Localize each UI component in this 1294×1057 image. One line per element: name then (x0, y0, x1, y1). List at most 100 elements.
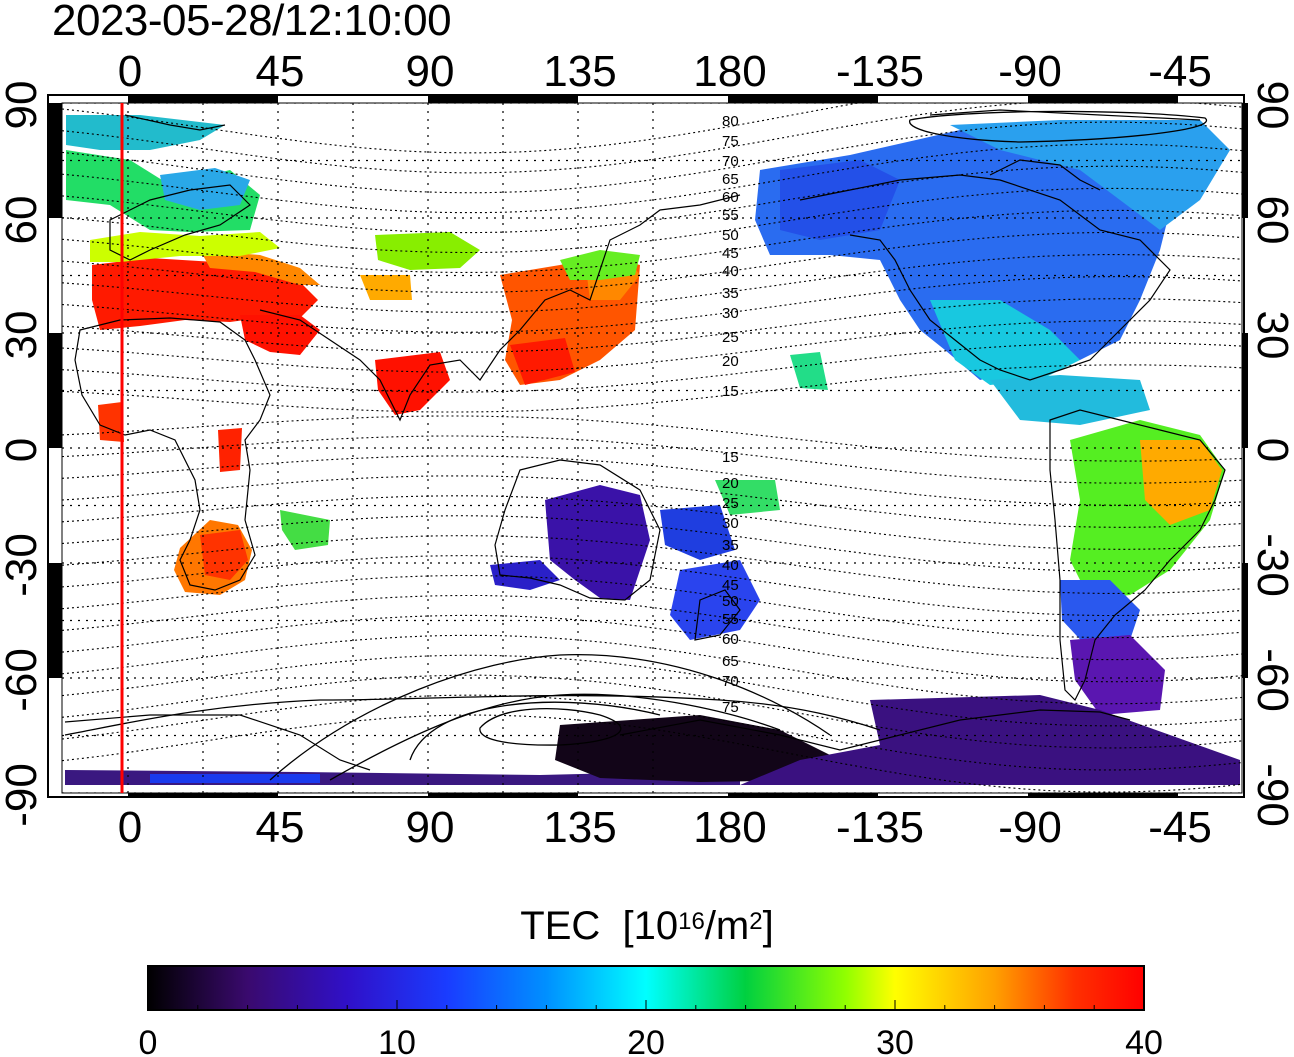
contour-label: 35 (722, 537, 739, 554)
coastlines (64, 109, 1226, 771)
lon-label-bottom: 0 (118, 803, 142, 852)
colorbar-unit-exp: 16 (678, 908, 705, 935)
contour-label: 60 (722, 631, 739, 648)
lon-label-bottom: 90 (406, 803, 455, 852)
lat-label-left: -30 (0, 533, 46, 597)
tec-patch-pacific (660, 505, 735, 560)
tec-patch-pacific-green (715, 480, 780, 515)
colorbar-labels: 0 10 20 30 40 (139, 1024, 1163, 1057)
lat-label-right: -90 (1248, 763, 1294, 827)
lat-label-right: -30 (1248, 533, 1294, 597)
lon-label-top: -45 (1148, 47, 1212, 96)
axis-labels: 0 45 90 135 180 -135 -90 -450 45 90 135 180 -135 -90-… (0, 47, 1294, 852)
contour-label: 75 (722, 133, 739, 150)
contour-label: 20 (722, 475, 739, 492)
lon-label-bottom: 135 (543, 803, 616, 852)
lon-label-top: 0 (118, 47, 142, 96)
lat-label-left: 60 (0, 196, 46, 245)
contour-label: 40 (722, 263, 739, 280)
lat-label-left: -90 (0, 763, 46, 827)
lat-label-right: 0 (1248, 438, 1294, 462)
contour-label: 50 (722, 593, 739, 610)
tec-patch-patagonia (1060, 580, 1140, 650)
tec-patch-central-asia (375, 232, 480, 270)
contour-label: 20 (722, 353, 739, 370)
contour-label: 50 (722, 227, 739, 244)
lon-label-bottom: 45 (256, 803, 305, 852)
contour-label: 65 (722, 653, 739, 670)
contour-label: 35 (722, 285, 739, 302)
colorbar-title: TEC [1016/m2] (0, 902, 1294, 950)
tec-patch-madagascar (280, 510, 330, 550)
colorbar-unit-mid: /m (704, 904, 750, 948)
geomag-contours-solid (64, 110, 1208, 781)
contour-label: 65 (722, 171, 739, 188)
tec-patch-africa-south-core (200, 530, 248, 580)
tec-patch-canada-arctic (950, 120, 1230, 230)
contour-label: 60 (722, 189, 739, 206)
lon-label-top: 135 (543, 47, 616, 96)
lat-label-left: 0 (0, 438, 46, 462)
tec-patch-east-asia-core (510, 338, 575, 385)
lon-label-bottom: -135 (836, 803, 924, 852)
contour-label: 25 (722, 329, 739, 346)
lon-label-top: 180 (693, 47, 766, 96)
tec-patch-europe-yellow (90, 232, 280, 262)
contour-label: 55 (722, 207, 739, 224)
tec-patch-antarctic-black (555, 715, 840, 782)
lon-label-bottom: -45 (1148, 803, 1212, 852)
colorbar-unit-close: ] (762, 904, 774, 948)
lat-label-left: 30 (0, 311, 46, 360)
lon-label-top: 90 (406, 47, 455, 96)
tec-patch-scandinavia (160, 168, 250, 210)
contour-label: 70 (722, 673, 739, 690)
tec-patch-australia (545, 485, 650, 600)
lon-label-bottom: 180 (693, 803, 766, 852)
contour-label: 15 (722, 383, 739, 400)
contour-label: 25 (722, 495, 739, 512)
lat-label-right: -60 (1248, 648, 1294, 712)
lat-label-left: -60 (0, 648, 46, 712)
colorbar-tick-label: 40 (1125, 1024, 1163, 1057)
tec-patch-alaska (780, 160, 900, 240)
tec-patch-new-zealand (670, 560, 760, 640)
contour-label: 45 (722, 245, 739, 262)
tec-patch-us-south (930, 300, 1080, 385)
colorbar-tick-label: 0 (139, 1024, 158, 1057)
tec-patch-east-asia-north (560, 250, 640, 280)
colorbar-tick-label: 20 (627, 1024, 665, 1057)
tec-patch-africa-west (98, 402, 124, 442)
contour-labels: 8075706560555045403530252015152025303540… (722, 113, 739, 716)
contour-label: 75 (722, 699, 739, 716)
colorbar-unit-open: [10 (622, 904, 679, 948)
contour-label: 30 (722, 305, 739, 322)
tec-patch-antarctic-blue (150, 774, 320, 783)
lat-label-right: 90 (1248, 81, 1294, 130)
contour-label: 70 (722, 153, 739, 170)
contour-label: 30 (722, 515, 739, 532)
contour-label: 55 (722, 611, 739, 628)
contour-label: 45 (722, 577, 739, 594)
lat-label-left: 90 (0, 81, 46, 130)
tec-patch-pacific-cyan (790, 352, 828, 390)
contour-label: 80 (722, 113, 739, 130)
contour-label: 15 (722, 449, 739, 466)
tec-patch-north-atlantic (66, 150, 260, 232)
tec-patch-europe (92, 258, 318, 330)
tec-patch-india (375, 352, 450, 415)
colorbar-tick-label: 10 (378, 1024, 416, 1057)
tec-patch-europe-edge (200, 250, 320, 285)
geomag-contours (62, 103, 1242, 793)
colorbar-tick-label: 30 (876, 1024, 914, 1057)
colorbar-ticks (147, 1000, 1145, 1010)
tec-patch-middle-east (240, 315, 320, 355)
tec-patch-antarctic-east (740, 695, 1240, 785)
page-title: 2023-05-28/12:10:00 (52, 0, 452, 45)
colorbar-quantity: TEC (520, 904, 601, 948)
tec-patch-central-asia-orange (360, 275, 412, 300)
tec-patch-africa-central (218, 428, 242, 472)
lon-label-bottom: -90 (998, 803, 1062, 852)
tec-patch-greenland-sea (66, 115, 225, 150)
lon-label-top: 45 (256, 47, 305, 96)
